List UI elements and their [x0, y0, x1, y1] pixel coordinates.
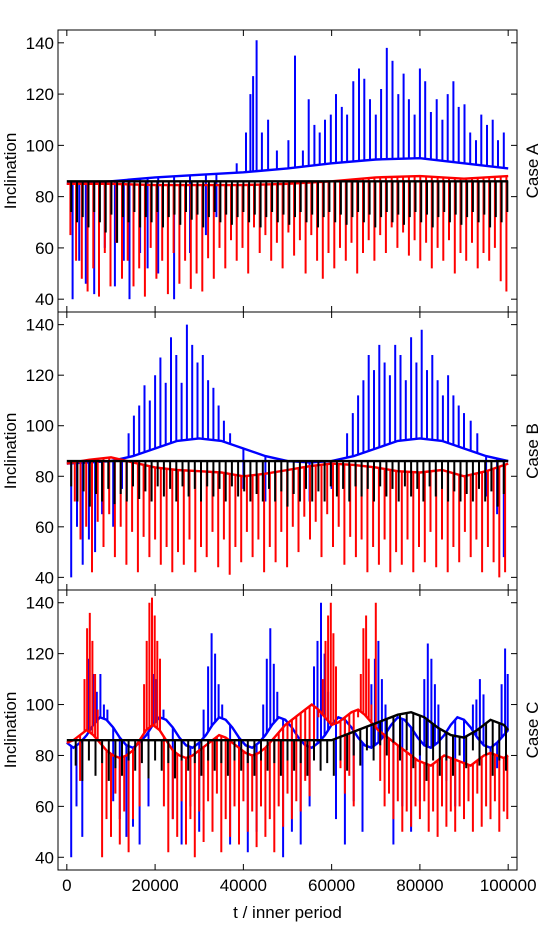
red-series: [66, 597, 509, 858]
y-tick-label: 100: [26, 417, 54, 436]
y-tick-label: 140: [26, 594, 54, 613]
series-layer: [66, 597, 510, 858]
y-tick-label: 120: [26, 366, 54, 385]
y-axis-title: Inclination: [1, 413, 20, 490]
y-tick-label: 120: [26, 645, 54, 664]
series-layer: [66, 324, 509, 578]
x-axis-title: t / inner period: [233, 903, 342, 922]
series-layer: [66, 40, 509, 300]
y-tick-label: 80: [35, 188, 54, 207]
y-tick-label: 40: [35, 848, 54, 867]
blue-series: [66, 324, 509, 578]
panel-case-c: 40 60 80 100 120 140 0 20000 40000 60000 80000 1000…: [26, 589, 542, 895]
panel-label: Case A: [523, 143, 542, 198]
panel-case-b: 40 60 80 100 120 140 Case B: [26, 311, 542, 591]
tick-layer: 40 60 80 100 120 140: [26, 312, 517, 590]
black-series: [66, 710, 510, 781]
y-tick-label: 60: [35, 239, 54, 258]
y-tick-label: 120: [26, 85, 54, 104]
plot-frame: [57, 589, 518, 871]
y-tick-label: 100: [26, 136, 54, 155]
y-tick-label: 60: [35, 797, 54, 816]
y-tick-label: 140: [26, 34, 54, 53]
red-series: [66, 456, 509, 578]
x-tick-label: 60000: [308, 876, 355, 895]
black-series: [66, 180, 509, 243]
panel-label: Case B: [523, 423, 542, 479]
x-tick-label: 100000: [480, 876, 537, 895]
tick-layer: 40 60 80 100 120 140 0 20000 40000 60000 80000 1000…: [26, 590, 537, 895]
tick-layer: 40 60 80 100 120 140: [26, 30, 517, 312]
y-axis-title: Inclination: [1, 133, 20, 210]
y-tick-label: 140: [26, 316, 54, 335]
x-tick-label: 40000: [220, 876, 267, 895]
x-tick-label: 0: [62, 876, 71, 895]
y-tick-label: 100: [26, 696, 54, 715]
y-tick-label: 80: [35, 746, 54, 765]
x-tick-label: 80000: [396, 876, 443, 895]
y-tick-label: 80: [35, 467, 54, 486]
y-axis-title: Inclination: [1, 692, 20, 769]
red-series-baseline: [66, 702, 509, 767]
black-series: [66, 459, 509, 507]
y-tick-label: 40: [35, 290, 54, 309]
x-tick-label: 20000: [131, 876, 178, 895]
panel-label: Case C: [523, 702, 542, 759]
panel-case-a: 40 60 80 100 120 140 Case A: [26, 29, 542, 313]
y-tick-label: 60: [35, 518, 54, 537]
y-tick-label: 40: [35, 568, 54, 587]
